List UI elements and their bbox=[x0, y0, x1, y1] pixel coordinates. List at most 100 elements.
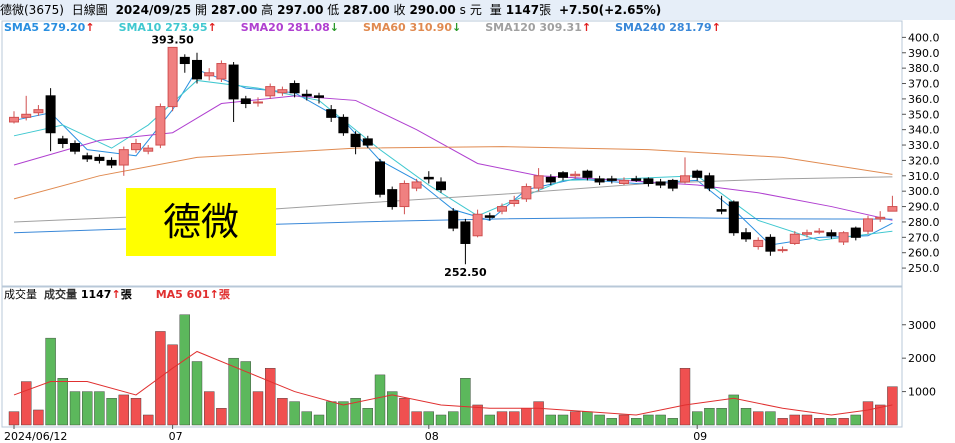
legend-entry: SMA20 281.08↓ bbox=[241, 21, 339, 34]
volume-bar bbox=[94, 391, 105, 426]
candle-body bbox=[131, 143, 141, 151]
volume-bar bbox=[618, 414, 630, 426]
change: +7.50 bbox=[558, 3, 599, 17]
volume-bar bbox=[155, 331, 166, 426]
volume-bar bbox=[216, 408, 227, 426]
volume-bar bbox=[826, 418, 837, 426]
legend-value: 279.20 bbox=[43, 21, 86, 34]
label: 開 bbox=[194, 3, 207, 17]
candle-body bbox=[289, 83, 300, 94]
candle-body bbox=[33, 109, 44, 114]
date: 2024/09/25 bbox=[115, 3, 192, 17]
candle-body bbox=[411, 181, 422, 189]
legend-trend: ↓ bbox=[452, 21, 461, 34]
candle-body bbox=[887, 206, 898, 212]
candle-body bbox=[448, 210, 459, 229]
volume-bar bbox=[338, 401, 349, 426]
candle-body bbox=[606, 178, 617, 181]
volume-bar bbox=[399, 398, 410, 426]
candle-body bbox=[863, 218, 873, 232]
volume-bar bbox=[716, 408, 727, 426]
legend-unit: 張 bbox=[219, 288, 231, 301]
legend-entry: SMA10 273.95↑ bbox=[119, 21, 217, 34]
candle-body bbox=[753, 239, 764, 248]
candle-body bbox=[692, 170, 703, 178]
label: 張 bbox=[539, 3, 552, 17]
volume-frame bbox=[1, 286, 903, 428]
change-pct: (+2.65%) bbox=[598, 3, 662, 17]
value: 297.00 bbox=[277, 3, 324, 17]
volume-bar bbox=[240, 361, 252, 426]
candle-body bbox=[192, 59, 202, 80]
y-tick-label: 370.0 bbox=[908, 78, 940, 91]
candle-body bbox=[240, 98, 251, 105]
volume-bar bbox=[582, 411, 593, 426]
candle-body bbox=[387, 189, 398, 208]
y-tick-label: 3000 bbox=[908, 319, 936, 332]
x-tick-label: 07 bbox=[169, 430, 183, 443]
y-tick-label: 1000 bbox=[908, 386, 936, 399]
volume-bar bbox=[411, 411, 422, 426]
label-box: 德微 bbox=[126, 188, 276, 256]
ma-line bbox=[13, 69, 893, 246]
volume-bar bbox=[472, 404, 483, 426]
candle-body bbox=[545, 176, 556, 183]
legend-name: SMA240 bbox=[615, 21, 666, 34]
candle-body bbox=[594, 178, 605, 183]
value: 290.00 bbox=[409, 3, 456, 17]
legend-value: 310.90 bbox=[410, 21, 453, 34]
volume-bar bbox=[81, 391, 93, 426]
legend-value: 309.31 bbox=[539, 21, 581, 34]
candle-body bbox=[509, 199, 520, 204]
volume-bar bbox=[667, 418, 678, 426]
volume-bar bbox=[509, 411, 520, 426]
period: 日線圖 bbox=[71, 3, 108, 17]
legend-name: SMA60 bbox=[363, 21, 406, 34]
candle-body bbox=[777, 249, 788, 252]
header: 德微(3675) 日線圖 2024/09/25 開 287.00 高 297.00 … bbox=[0, 0, 955, 20]
volume-bar bbox=[862, 401, 874, 426]
volume-bar bbox=[753, 411, 764, 426]
volume-bar bbox=[728, 394, 739, 426]
volume-bar bbox=[313, 414, 325, 426]
legend-name: SMA120 bbox=[485, 21, 536, 34]
x-tick-label: 08 bbox=[425, 430, 439, 443]
candle-body bbox=[838, 232, 849, 243]
volume-bar bbox=[875, 404, 886, 426]
y-tick-label: 340.0 bbox=[908, 124, 940, 137]
volume-bar bbox=[326, 401, 337, 426]
volume-bar bbox=[387, 391, 398, 426]
candle-body bbox=[814, 230, 825, 233]
volume-bar bbox=[789, 414, 800, 426]
candle-body bbox=[338, 116, 349, 134]
ma-line bbox=[13, 146, 893, 200]
candle-body bbox=[484, 215, 495, 218]
candle-body bbox=[375, 161, 385, 195]
volume-bar bbox=[252, 391, 264, 426]
volume-bar bbox=[777, 418, 788, 426]
y-tick-label: 290.0 bbox=[908, 201, 940, 214]
volume-bar bbox=[740, 408, 752, 426]
y-tick-label: 2000 bbox=[908, 352, 936, 365]
ma-line bbox=[13, 350, 893, 416]
volume-bar bbox=[557, 414, 569, 426]
candle-body bbox=[521, 186, 532, 200]
candle-body bbox=[179, 56, 190, 65]
label: 收 bbox=[393, 3, 406, 17]
y-tick-label: 400.0 bbox=[908, 31, 940, 44]
candle-body bbox=[45, 95, 56, 134]
volume-bar bbox=[594, 414, 605, 426]
volume-bar bbox=[606, 418, 617, 426]
volume-bar bbox=[362, 408, 373, 426]
y-tick-label: 260.0 bbox=[908, 247, 940, 260]
y-tick-label: 270.0 bbox=[908, 231, 940, 244]
y-tick-label: 350.0 bbox=[908, 108, 940, 121]
y-tick-label: 310.0 bbox=[908, 170, 940, 183]
legend-name: MA5 bbox=[156, 288, 183, 301]
x-tick-label: 09 bbox=[693, 430, 707, 443]
y-tick-label: 320.0 bbox=[908, 154, 940, 167]
legend-name: SMA10 bbox=[119, 21, 162, 34]
volume-bar bbox=[374, 374, 386, 426]
value: 287.00 bbox=[343, 3, 390, 17]
